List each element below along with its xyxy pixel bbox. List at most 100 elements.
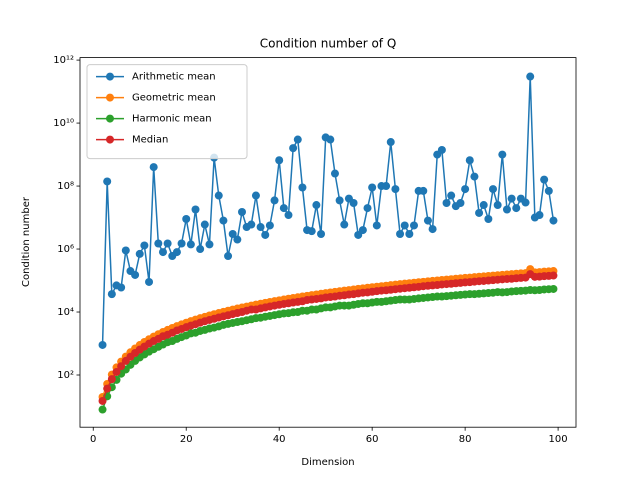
y-tick-label: 10⁸: [57, 181, 74, 192]
data-point: [409, 221, 418, 230]
data-point: [465, 156, 474, 165]
axes-frame: [79, 57, 577, 428]
data-point: [131, 270, 140, 279]
legend-marker: [106, 72, 114, 81]
data-point: [293, 135, 302, 144]
x-tick-label: 100: [549, 434, 568, 445]
data-point: [396, 230, 405, 239]
data-point: [470, 172, 479, 181]
x-axis-label: Dimension: [301, 457, 354, 468]
data-point: [540, 175, 549, 184]
data-point: [391, 185, 400, 194]
x-tick-label: 40: [273, 434, 286, 445]
data-point: [549, 271, 558, 280]
data-point: [98, 340, 107, 349]
data-point: [447, 191, 456, 200]
x-tick-label: 0: [90, 434, 96, 445]
data-point: [330, 169, 339, 178]
data-point: [368, 183, 377, 192]
y-tick-label: 10²: [57, 370, 74, 381]
y-axis-label: Condition number: [21, 196, 32, 287]
data-point: [224, 252, 233, 261]
data-point: [475, 208, 484, 217]
data-point: [400, 221, 409, 230]
data-point: [191, 205, 200, 214]
data-point: [163, 239, 172, 248]
data-point: [182, 214, 191, 223]
legend-box: [86, 64, 248, 160]
data-point: [219, 216, 228, 225]
data-point: [107, 290, 116, 299]
data-point: [437, 145, 446, 154]
data-point: [140, 241, 149, 250]
data-point: [442, 198, 451, 207]
data-point: [544, 186, 553, 195]
data-point: [382, 182, 391, 191]
data-point: [172, 248, 181, 257]
data-point: [340, 220, 349, 229]
data-point: [405, 230, 414, 239]
data-point: [158, 248, 167, 257]
data-point: [423, 216, 432, 225]
data-point: [312, 201, 321, 210]
data-point: [549, 284, 558, 293]
legend-marker: [106, 93, 114, 102]
data-point: [498, 150, 507, 159]
data-point: [103, 384, 112, 393]
data-point: [358, 226, 367, 235]
data-point: [270, 196, 279, 205]
data-point: [502, 205, 511, 214]
data-point: [307, 227, 316, 236]
y-tick-label: 10¹²: [53, 55, 74, 66]
data-point: [238, 208, 247, 217]
data-point: [154, 239, 163, 248]
data-point: [186, 240, 195, 249]
data-point: [200, 220, 209, 229]
data-point: [256, 223, 265, 232]
data-point: [121, 246, 130, 255]
legend-label: Median: [132, 135, 168, 146]
data-point: [461, 185, 470, 194]
data-point: [205, 240, 214, 249]
legend-label: Harmonic mean: [132, 114, 212, 125]
data-point: [275, 156, 284, 165]
data-point: [549, 216, 558, 225]
data-point: [112, 367, 121, 376]
data-point: [233, 235, 242, 244]
legend-label: Geometric mean: [132, 93, 216, 104]
data-point: [177, 239, 186, 248]
data-point: [149, 163, 158, 172]
data-point: [214, 191, 223, 200]
data-point: [484, 214, 493, 223]
y-tick-label: 10⁴: [57, 307, 74, 318]
data-point: [521, 198, 530, 207]
data-point: [512, 204, 521, 213]
data-point: [535, 211, 544, 220]
data-point: [289, 144, 298, 153]
data-point: [526, 72, 535, 81]
legend-marker: [106, 114, 114, 123]
data-point: [265, 221, 274, 230]
data-point: [228, 230, 237, 239]
x-tick-label: 20: [180, 434, 193, 445]
data-point: [363, 204, 372, 213]
legend-marker: [106, 135, 114, 144]
data-point: [419, 186, 428, 195]
data-point: [261, 230, 270, 239]
data-point: [317, 230, 326, 239]
data-point: [489, 185, 498, 194]
y-tick-label: 10⁶: [57, 244, 74, 255]
y-tick-label: 10¹⁰: [53, 118, 74, 129]
data-point: [456, 198, 465, 207]
data-point: [117, 283, 126, 292]
data-point: [251, 191, 260, 200]
data-point: [117, 362, 126, 371]
data-point: [98, 396, 107, 405]
data-point: [372, 221, 381, 230]
chart-title: Condition number of Q: [260, 37, 397, 51]
data-point: [107, 375, 116, 384]
data-point: [103, 177, 112, 186]
data-point: [493, 201, 502, 210]
data-point: [298, 183, 307, 192]
